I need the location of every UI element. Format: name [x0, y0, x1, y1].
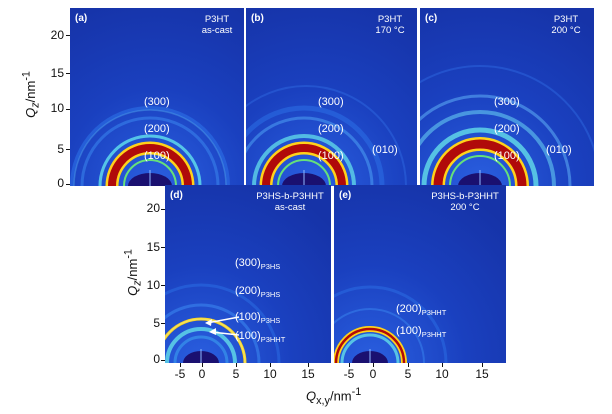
x-tick-d-neg5: -5 — [174, 367, 186, 381]
panel-b-reflection-300: (300) — [318, 96, 344, 108]
panel-e-label: (e) — [339, 190, 352, 201]
x-tick-e-5: 5 — [404, 367, 412, 381]
x-tick-d-10: 10 — [263, 367, 277, 381]
panel-e-reflection-200-p3hht: (200)P3HHT — [396, 303, 447, 318]
x-tick-d-5: 5 — [232, 367, 240, 381]
panel-c-label: (c) — [425, 13, 438, 24]
panel-a-scattering-image — [70, 8, 244, 186]
panel-c-info: P3HT 200 °C — [551, 14, 581, 36]
bottom-y-tick-5: 5 — [153, 316, 160, 330]
x-tick-e-0: 0 — [369, 367, 377, 381]
bottom-y-tick-10: 10 — [146, 278, 160, 292]
panel-d-scattering-image — [165, 185, 331, 363]
bottom-y-tick-20: 20 — [146, 201, 160, 215]
x-tick-d-15: 15 — [301, 367, 315, 381]
panel-b-scattering-image — [246, 8, 417, 186]
panel-a-label: (a) — [75, 13, 88, 24]
top-y-tick-20: 20 — [50, 28, 64, 42]
panel-c-scattering-image — [420, 8, 594, 186]
panel-c-reflection-100: (100) — [494, 150, 520, 162]
panel-a-reflection-300: (300) — [144, 96, 170, 108]
panel-e-info: P3HS-b-P3HHT 200 °C — [431, 191, 499, 213]
panel-e: (e) P3HS-b-P3HHT 200 °C (200)P3HHT (100)… — [334, 185, 506, 363]
panel-e-reflection-100-p3hht: (100)P3HHT — [396, 325, 447, 340]
panel-c: (c) P3HT 200 °C (300) (200) (100) (010) — [420, 8, 594, 186]
top-y-tick-0: 0 — [57, 176, 64, 190]
top-y-tick-5: 5 — [57, 142, 64, 156]
x-tick-e-15: 15 — [475, 367, 489, 381]
panel-a-reflection-100: (100) — [144, 150, 170, 162]
panel-a: (a) P3HT as-cast (300) (200) (100) — [70, 8, 244, 186]
top-y-tick-15: 15 — [50, 66, 64, 80]
panel-d-reflection-300-p3hs: (300)P3HS — [235, 257, 281, 272]
panel-b-label: (b) — [251, 13, 264, 24]
x-tick-e-10: 10 — [435, 367, 449, 381]
top-y-axis-title: Qz/nm-1 — [20, 71, 42, 118]
panel-b-reflection-010: (010) — [372, 144, 398, 156]
panel-a-reflection-200: (200) — [144, 123, 170, 135]
panel-d-reflection-100-p3hs: (100)P3HS — [235, 311, 281, 326]
panel-c-reflection-300: (300) — [494, 96, 520, 108]
panel-d-reflection-100-p3hht: (100)P3HHT — [235, 330, 286, 345]
panel-c-reflection-010: (010) — [546, 144, 572, 156]
panel-b-reflection-200: (200) — [318, 123, 344, 135]
panel-b-reflection-100: (100) — [318, 150, 344, 162]
panel-b-info: P3HT 170 °C — [375, 14, 405, 36]
panel-a-info: P3HT as-cast — [201, 14, 233, 36]
panel-d: (d) P3HS-b-P3HHT as-cast (300)P3HS (200)… — [165, 185, 331, 363]
panel-d-info: P3HS-b-P3HHT as-cast — [256, 191, 324, 213]
x-tick-e-neg5: -5 — [343, 367, 355, 381]
bottom-y-tick-0: 0 — [153, 352, 160, 366]
bottom-y-tick-15: 15 — [146, 240, 160, 254]
x-axis-title: Qx,y/nm-1 — [306, 386, 362, 407]
panel-d-label: (d) — [170, 190, 183, 201]
panel-e-scattering-image — [334, 185, 506, 363]
x-tick-d-0: 0 — [198, 367, 206, 381]
panel-d-reflection-200-p3hs: (200)P3HS — [235, 285, 281, 300]
panel-b: (b) P3HT 170 °C (300) (200) (100) (010) — [246, 8, 417, 186]
panel-c-reflection-200: (200) — [494, 123, 520, 135]
top-y-tick-10: 10 — [50, 101, 64, 115]
